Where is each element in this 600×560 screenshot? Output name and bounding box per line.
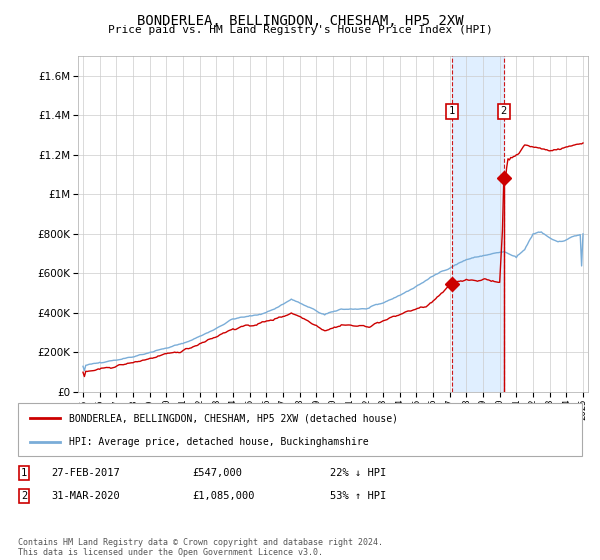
Text: 31-MAR-2020: 31-MAR-2020 xyxy=(51,491,120,501)
Text: £547,000: £547,000 xyxy=(192,468,242,478)
Text: HPI: Average price, detached house, Buckinghamshire: HPI: Average price, detached house, Buck… xyxy=(69,436,368,446)
Text: 27-FEB-2017: 27-FEB-2017 xyxy=(51,468,120,478)
Bar xyxy=(452,56,504,392)
Text: BONDERLEA, BELLINGDON, CHESHAM, HP5 2XW: BONDERLEA, BELLINGDON, CHESHAM, HP5 2XW xyxy=(137,14,463,28)
Text: 1: 1 xyxy=(21,468,27,478)
Text: 1: 1 xyxy=(449,106,455,116)
Text: 2: 2 xyxy=(21,491,27,501)
Text: 53% ↑ HPI: 53% ↑ HPI xyxy=(330,491,386,501)
Text: Price paid vs. HM Land Registry's House Price Index (HPI): Price paid vs. HM Land Registry's House … xyxy=(107,25,493,35)
Text: BONDERLEA, BELLINGDON, CHESHAM, HP5 2XW (detached house): BONDERLEA, BELLINGDON, CHESHAM, HP5 2XW … xyxy=(69,413,398,423)
Text: £1,085,000: £1,085,000 xyxy=(192,491,254,501)
Text: 2: 2 xyxy=(501,106,507,116)
Text: Contains HM Land Registry data © Crown copyright and database right 2024.
This d: Contains HM Land Registry data © Crown c… xyxy=(18,538,383,557)
Text: 22% ↓ HPI: 22% ↓ HPI xyxy=(330,468,386,478)
